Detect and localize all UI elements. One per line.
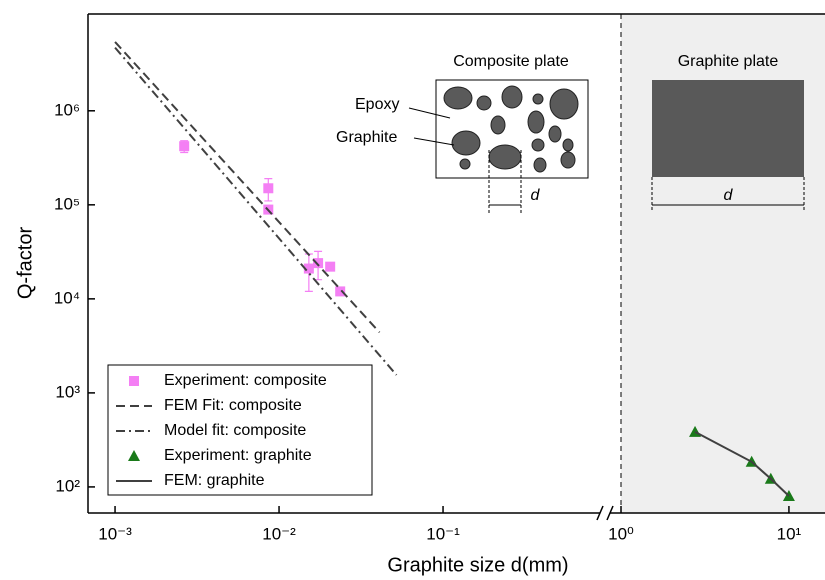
legend-label: Experiment: graphite	[164, 447, 312, 464]
marker-square	[179, 141, 189, 151]
y-tick-label: 10³	[55, 382, 80, 401]
x-axis-title: Graphite size d(mm)	[387, 554, 568, 576]
marker-square	[129, 376, 139, 386]
x-tick-label: 10⁻³	[98, 524, 132, 543]
graphite-plate	[652, 80, 804, 177]
composite-schematic: Composite plate Epoxy Graphite d	[336, 53, 588, 213]
legend-label: FEM Fit: composite	[164, 397, 302, 414]
annotation: Graphite plate	[678, 53, 779, 70]
y-tick-label: 10²	[55, 476, 80, 495]
annotation: d	[531, 187, 541, 204]
annotation: d	[724, 187, 734, 204]
y-axis-title: Q-factor	[14, 227, 36, 300]
marker-square	[335, 286, 345, 296]
marker-square	[325, 262, 335, 272]
x-tick-label: 10⁰	[608, 524, 634, 543]
annotation: Epoxy	[355, 96, 399, 113]
x-tick-label: 10¹	[777, 524, 802, 543]
legend-label: FEM: graphite	[164, 472, 265, 489]
x-tick-label: 10⁻²	[262, 524, 296, 543]
y-tick-label: 10⁵	[54, 194, 80, 213]
legend-label: Model fit: composite	[164, 422, 306, 439]
legend-label: Experiment: composite	[164, 372, 327, 389]
marker-square	[263, 183, 273, 193]
x-tick-label: 10⁻¹	[426, 524, 460, 543]
chart: Composite plate Epoxy Graphite d Graphit…	[0, 0, 825, 580]
y-tick-label: 10⁶	[54, 100, 80, 119]
annotation: Graphite	[336, 129, 397, 146]
annotation: Composite plate	[453, 53, 569, 70]
y-tick-label: 10⁴	[54, 288, 80, 307]
